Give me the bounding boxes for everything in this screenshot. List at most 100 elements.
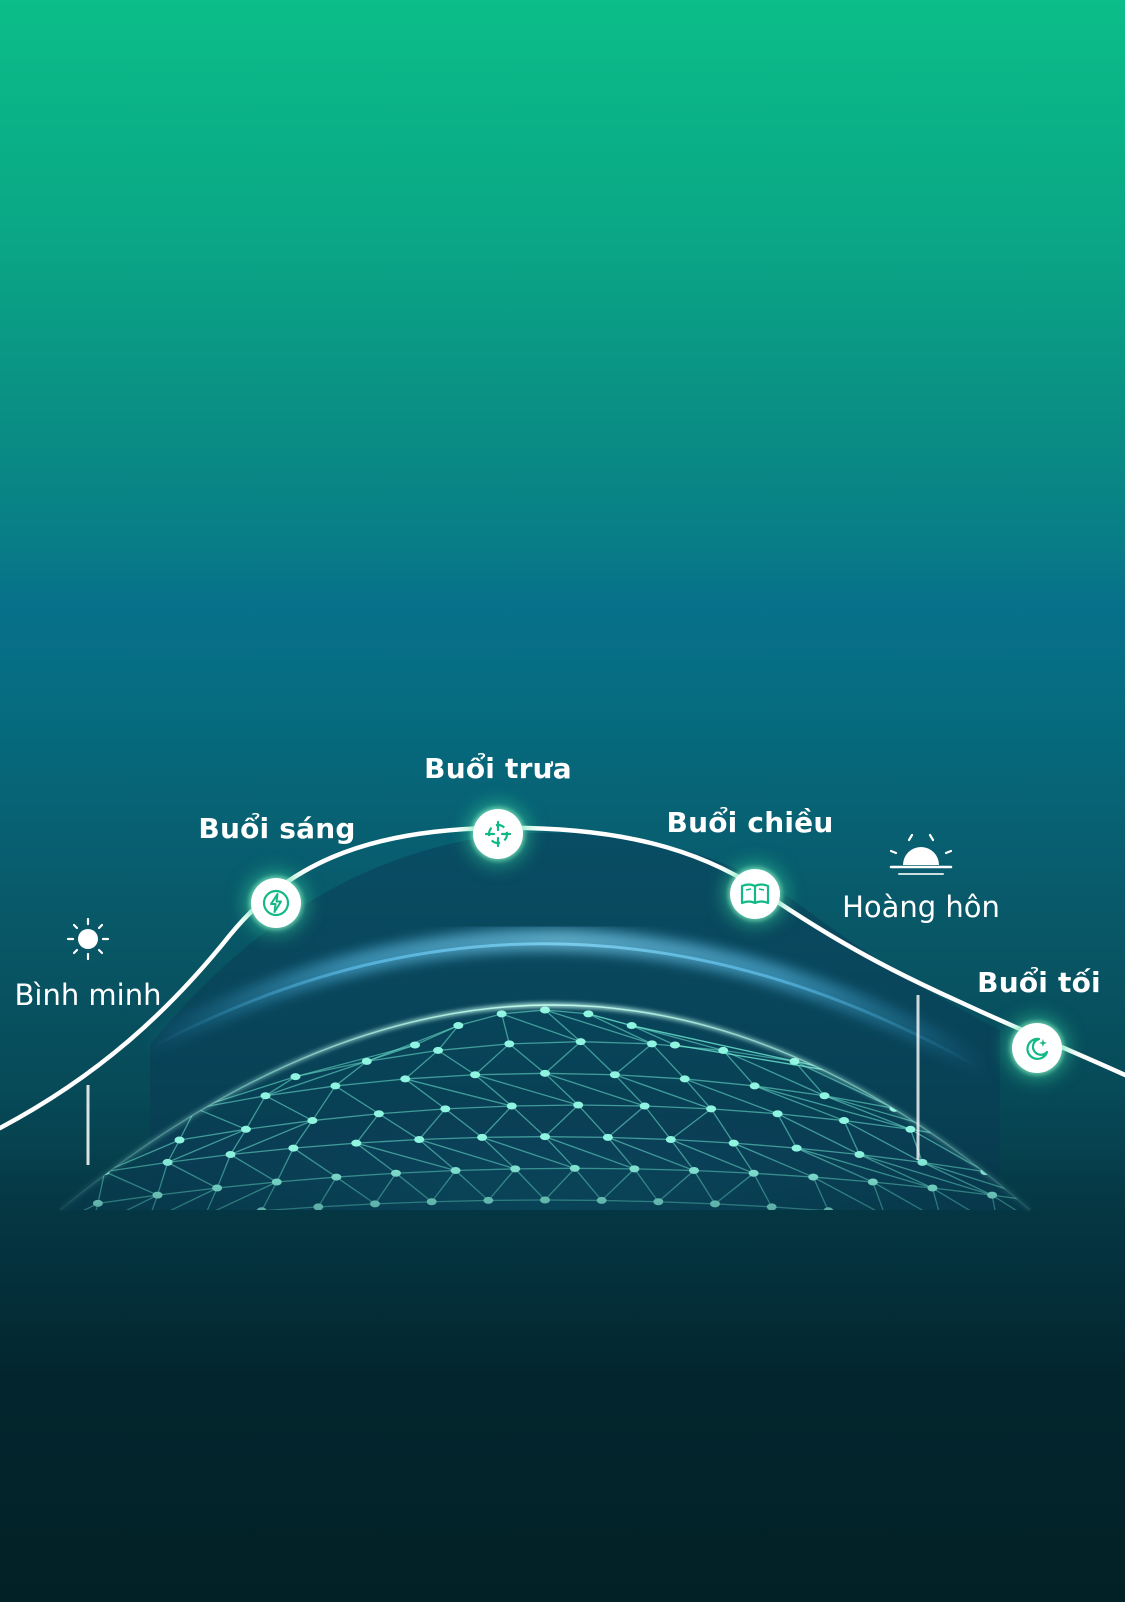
globe-link [335, 1078, 406, 1087]
globe-link [544, 1072, 579, 1106]
globe-node-dot [791, 1144, 802, 1152]
globe-node-dot [540, 1133, 550, 1141]
globe-link [754, 1085, 911, 1130]
phase-label-noon: Buổi trưa [424, 752, 572, 785]
book-icon [740, 883, 770, 905]
day-curve [0, 825, 1125, 1131]
globe-link [777, 1113, 845, 1122]
globe-link [475, 1072, 546, 1076]
globe-link [356, 1138, 420, 1144]
atmosphere-glow [134, 928, 996, 1080]
globe-link [245, 1119, 313, 1130]
phase-node-noon[interactable] [473, 809, 523, 859]
globe-link [614, 1074, 712, 1110]
globe-link [644, 1105, 712, 1110]
globe-node-dot [626, 1022, 637, 1030]
globe-link [577, 1104, 609, 1138]
globe-link [711, 1108, 778, 1115]
globe-link [580, 1041, 652, 1045]
globe-node-dot [609, 1071, 620, 1079]
globe-link [509, 1041, 581, 1045]
globe-node-dot [639, 1102, 650, 1110]
globe-node-dot [240, 1125, 251, 1133]
globe-link [544, 1072, 615, 1076]
globe-node-dot [718, 1046, 729, 1054]
globe-link [631, 1024, 676, 1046]
globe-link [511, 1104, 579, 1107]
phase-node-evening[interactable] [1012, 1023, 1062, 1073]
phase-node-morning[interactable] [251, 878, 301, 928]
globe-link [614, 1074, 685, 1080]
globe-link [843, 1119, 911, 1130]
globe-link [614, 1043, 653, 1076]
globe-link [230, 1119, 313, 1156]
globe-link [684, 1078, 778, 1115]
globe-node-dot [670, 1041, 680, 1049]
globe-link [419, 1136, 483, 1141]
globe-link [445, 1105, 512, 1110]
globe-node-dot [665, 1136, 676, 1144]
globe-link [670, 1108, 712, 1141]
globe-link [458, 1013, 502, 1027]
globe-link [544, 1072, 645, 1107]
globe-link [544, 1041, 582, 1074]
globe-node-dot [288, 1144, 299, 1152]
globe-link [265, 1060, 367, 1097]
globe-link [405, 1078, 512, 1107]
globe-node-dot [540, 1069, 550, 1077]
globe-node-dot [1050, 1232, 1060, 1239]
globe-link [508, 1043, 546, 1074]
globe-node-dot [414, 1136, 425, 1144]
globe-node-dot [290, 1073, 301, 1081]
globe-link [501, 1013, 510, 1045]
globe-node-dot [361, 1057, 372, 1065]
globe-link [651, 1043, 686, 1080]
globe-node-dot [602, 1133, 613, 1141]
globe-node-dot [410, 1041, 420, 1049]
globe-link [404, 1049, 439, 1080]
globe-link [684, 1078, 755, 1087]
sunrise-label: Bình minh [14, 978, 162, 1012]
globe-link [651, 1043, 724, 1052]
globe-link [580, 1041, 616, 1076]
globe-node-dot [307, 1117, 318, 1125]
globe-node-dot [440, 1105, 451, 1113]
globe-node-dot [351, 1139, 362, 1147]
globe-link [501, 1009, 546, 1015]
phase-node-afternoon[interactable] [730, 869, 780, 919]
globe-link [544, 1104, 579, 1138]
globe-node-dot [260, 1092, 271, 1100]
globe-link [684, 1078, 712, 1110]
lightning-icon [262, 889, 290, 917]
globe-node-dot [905, 1125, 916, 1133]
globe-node-dot [174, 1136, 185, 1144]
globe-link [710, 1108, 735, 1144]
globe-link [777, 1113, 860, 1156]
globe-link [511, 1105, 546, 1138]
globe-node-dot [819, 1092, 830, 1100]
globe-link [474, 1074, 513, 1107]
sunset-icon [889, 833, 953, 875]
globe-link [265, 1095, 313, 1122]
globe-link [544, 1009, 589, 1015]
globe-link [265, 1085, 336, 1097]
globe-link [312, 1113, 379, 1122]
globe-link [754, 1085, 825, 1097]
globe-link [474, 1074, 579, 1106]
target-icon [484, 820, 512, 848]
sun-icon [66, 917, 110, 961]
globe-link [777, 1113, 798, 1149]
globe-link [544, 1009, 582, 1043]
globe-link [578, 1104, 645, 1107]
globe-link [437, 1049, 476, 1076]
globe-link [195, 1107, 247, 1130]
globe-node-dot [477, 1133, 488, 1141]
globe-node-dot [496, 1010, 507, 1018]
globe-node-dot [504, 1040, 515, 1048]
globe-link [335, 1085, 380, 1115]
globe-link [733, 1142, 797, 1149]
globe-link [378, 1113, 420, 1141]
globe-link [544, 1136, 608, 1139]
globe-link [355, 1113, 380, 1144]
